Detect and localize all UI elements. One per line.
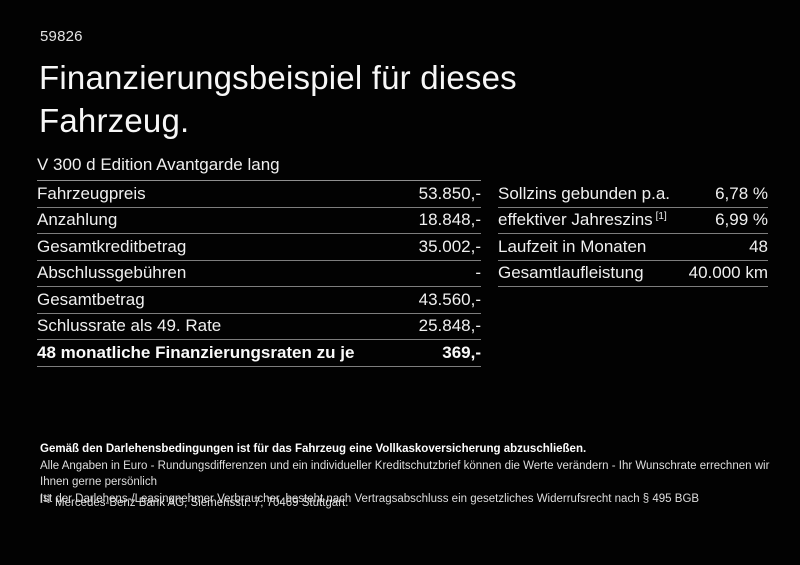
row-label: Anzahlung	[37, 210, 118, 230]
row-label: 48 monatliche Finanzierungsraten zu je	[37, 342, 355, 362]
financing-table-left: V 300 d Edition Avantgarde lang Fahrzeug…	[37, 150, 481, 367]
footnote-marker: [1]	[40, 493, 51, 503]
row-label: Fahrzeugpreis	[37, 183, 146, 203]
table-row: Abschlussgebühren -	[37, 261, 481, 287]
disclaimer-line2: Alle Angaben in Euro - Rundungsdifferenz…	[40, 459, 770, 489]
footnote-ref-marker: [1]	[655, 210, 667, 222]
table-row: Fahrzeugpreis 53.850,-	[37, 181, 481, 208]
row-label: Sollzins gebunden p.a.	[498, 183, 671, 203]
reference-number: 59826	[40, 28, 83, 45]
row-value: 53.850,-	[418, 183, 481, 203]
table-row: Gesamtbetrag 43.560,-	[37, 287, 481, 314]
row-value: 43.560,-	[418, 289, 481, 309]
legal-disclaimer: Gemäß den Darlehensbedingungen ist für d…	[40, 441, 770, 507]
table-row: Schlussrate als 49. Rate 25.848,-	[37, 314, 481, 340]
vehicle-model-label: V 300 d Edition Avantgarde lang	[37, 155, 280, 174]
financing-table-right: Sollzins gebunden p.a. 6,78 % effektiver…	[498, 181, 768, 287]
row-value: 25.848,-	[418, 316, 481, 336]
row-value: 40.000 km	[688, 263, 768, 283]
row-label: Laufzeit in Monaten	[498, 236, 647, 256]
row-value: 18.848,-	[418, 210, 481, 230]
row-value: -	[475, 263, 481, 283]
disclaimer-bold-line: Gemäß den Darlehensbedingungen ist für d…	[40, 443, 587, 455]
row-value: 48	[749, 236, 768, 256]
table-row: effektiver Jahreszins [1] 6,99 %	[498, 208, 768, 234]
row-value: 6,99 %	[715, 210, 768, 230]
table-row: Sollzins gebunden p.a. 6,78 %	[498, 181, 768, 208]
page-title-line1: Finanzierungsbeispiel für dieses	[39, 59, 517, 96]
footnote: [1] Mercedes-Benz Bank AG, Siemensstr. 7,…	[40, 493, 770, 509]
page-title-line2: Fahrzeug.	[39, 102, 190, 139]
table-row: Gesamtlaufleistung 40.000 km	[498, 261, 768, 287]
vehicle-model-row: V 300 d Edition Avantgarde lang	[37, 150, 481, 181]
row-label: Schlussrate als 49. Rate	[37, 316, 222, 336]
monthly-rate-row: 48 monatliche Finanzierungsraten zu je 3…	[37, 340, 481, 367]
disclaimer-line3: Ist der Darlehens-/Leasingnehmer Verbrau…	[40, 492, 700, 505]
row-label: Gesamtbetrag	[37, 289, 145, 309]
row-label: Gesamtlaufleistung	[498, 263, 644, 283]
footnote-text: Mercedes-Benz Bank AG, Siemensstr. 7, 70…	[55, 496, 349, 509]
table-row: Laufzeit in Monaten 48	[498, 234, 768, 261]
table-row: Anzahlung 18.848,-	[37, 208, 481, 234]
row-value: 369,-	[442, 342, 481, 362]
row-value: 6,78 %	[715, 183, 768, 203]
row-label: effektiver Jahreszins [1]	[498, 210, 667, 230]
page-title: Finanzierungsbeispiel für dieses Fahrzeu…	[39, 56, 517, 142]
row-value: 35.002,-	[418, 236, 481, 256]
row-label: Gesamtkreditbetrag	[37, 236, 187, 256]
table-row: Gesamtkreditbetrag 35.002,-	[37, 234, 481, 261]
row-label: Abschlussgebühren	[37, 263, 187, 283]
